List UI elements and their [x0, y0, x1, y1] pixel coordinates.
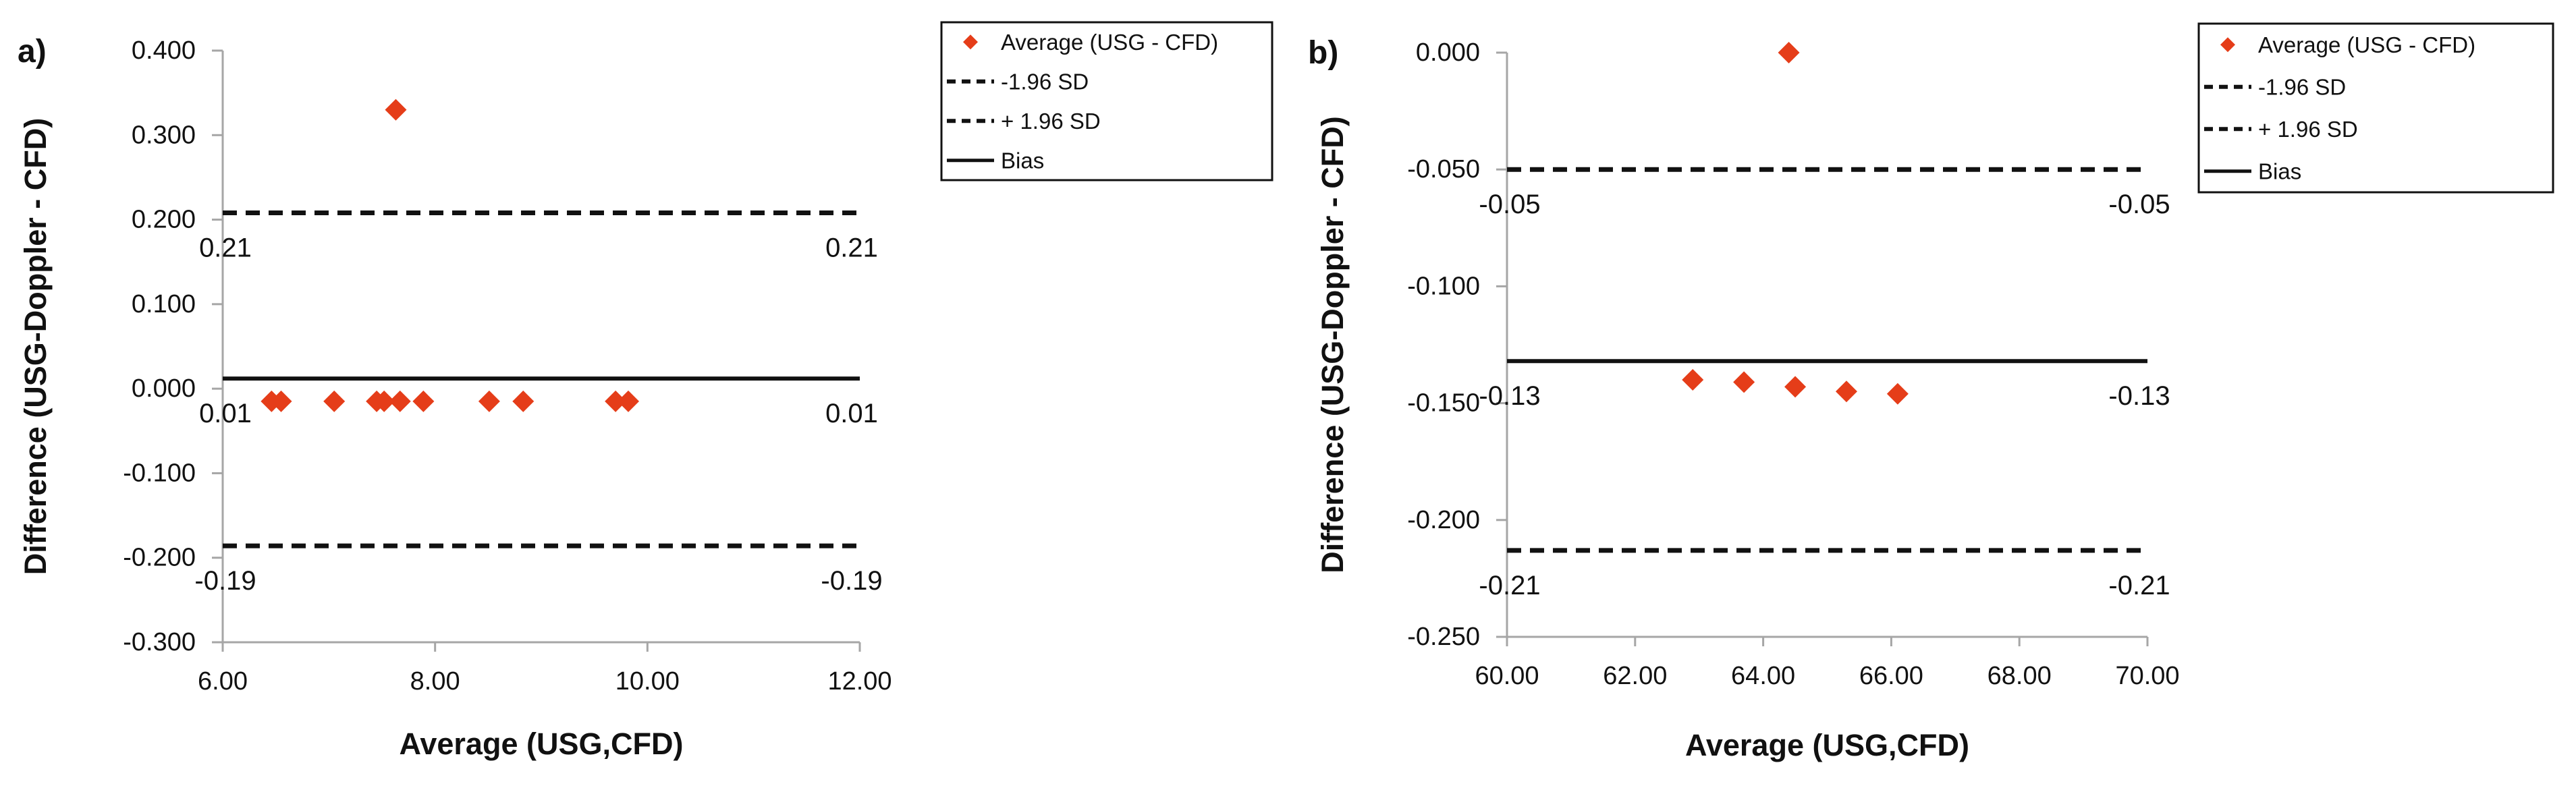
x-tick-label: 62.00: [1603, 662, 1667, 690]
legend-label: Average (USG - CFD): [2258, 32, 2475, 57]
y-tick-label: -0.050: [1407, 155, 1480, 184]
data-point: [373, 390, 395, 412]
legend-label: Bias: [2258, 159, 2301, 184]
y-tick-label: 0.100: [132, 290, 196, 318]
data-point: [412, 390, 435, 412]
data-point: [1733, 371, 1755, 393]
legend-box: [940, 21, 1273, 181]
legend-label: Average (USG - CFD): [1001, 30, 1218, 55]
y-tick-label: 0.000: [1416, 38, 1480, 67]
data-point: [512, 390, 535, 412]
y-tick-label: -0.300: [123, 628, 196, 656]
y-tick-label: -0.100: [123, 459, 196, 487]
y-tick-label: -0.150: [1407, 389, 1480, 418]
data-point: [478, 390, 500, 412]
data-point: [270, 390, 292, 412]
line-annotation-right: -0.21: [2108, 571, 2170, 600]
legend-marker-diamond: [2220, 37, 2235, 53]
x-tick-label: 10.00: [615, 667, 680, 696]
y-tick-label: -0.250: [1407, 623, 1480, 651]
panel-label: a): [18, 34, 47, 69]
legend-label: + 1.96 SD: [2258, 117, 2358, 142]
line-annotation-left: -0.21: [1479, 571, 1540, 600]
x-tick-label: 64.00: [1731, 662, 1795, 690]
legend-marker-diamond: [963, 34, 978, 50]
legend: Average (USG - CFD) -1.96 SD + 1.96 SD Bias: [2197, 22, 2554, 194]
legend-box: [2197, 22, 2554, 194]
x-tick-label: 68.00: [1988, 662, 2052, 690]
y-axis-title: Difference (USG-Doppler - CFD): [1315, 116, 1350, 573]
line-annotation-right: -0.05: [2108, 190, 2170, 219]
legend-label: + 1.96 SD: [1001, 109, 1101, 134]
y-tick-label: -0.100: [1407, 272, 1480, 300]
data-point: [1886, 383, 1909, 405]
y-tick-label: -0.200: [1407, 506, 1480, 534]
x-tick-label: 66.00: [1859, 662, 1923, 690]
line-annotation-left: -0.05: [1479, 190, 1540, 219]
legend-label: -1.96 SD: [1001, 69, 1089, 94]
line-annotation-right: -0.19: [821, 566, 882, 596]
data-point: [1784, 376, 1807, 398]
line-annotation-right: 0.01: [825, 399, 878, 428]
data-point: [1835, 380, 1857, 403]
y-tick-label: 0.300: [132, 121, 196, 149]
y-tick-label: 0.000: [132, 374, 196, 403]
data-point: [605, 390, 627, 412]
line-annotation-right: -0.13: [2108, 381, 2170, 411]
line-annotation-left: 0.01: [199, 399, 252, 428]
data-point: [1682, 368, 1704, 391]
legend-label: -1.96 SD: [2258, 74, 2346, 99]
x-tick-label: 12.00: [827, 667, 892, 696]
line-annotation-left: 0.21: [199, 233, 252, 263]
data-point: [618, 390, 640, 412]
x-tick-label: 8.00: [410, 667, 460, 696]
data-point: [389, 390, 411, 412]
legend: Average (USG - CFD) -1.96 SD + 1.96 SD Bias: [940, 21, 1273, 181]
y-tick-label: 0.400: [132, 36, 196, 65]
line-annotation-left: -0.19: [194, 566, 256, 596]
x-tick-label: 6.00: [198, 667, 248, 696]
x-tick-label: 60.00: [1475, 662, 1539, 690]
data-point: [385, 98, 407, 121]
chart-panel: a) 0.4000.3000.2000.1000.000-0.100-0.200-…: [18, 21, 1273, 761]
x-tick-label: 70.00: [2115, 662, 2179, 690]
x-axis-title: Average (USG,CFD): [1685, 728, 1969, 762]
y-tick-label: 0.200: [132, 206, 196, 234]
x-axis-title: Average (USG,CFD): [400, 727, 684, 761]
y-axis-title: Difference (USG-Doppler - CFD): [18, 118, 53, 575]
panel-label: b): [1308, 35, 1338, 71]
legend-label: Bias: [1001, 148, 1044, 173]
line-annotation-left: -0.13: [1479, 381, 1540, 411]
y-tick-label: -0.200: [123, 544, 196, 572]
data-point: [1778, 42, 1800, 63]
data-point: [323, 390, 346, 412]
chart-panel: b) 0.000 -0.050 -0.100 -0.150 -0.200 -0.250 60.…: [1308, 22, 2554, 762]
line-annotation-right: 0.21: [825, 233, 878, 263]
